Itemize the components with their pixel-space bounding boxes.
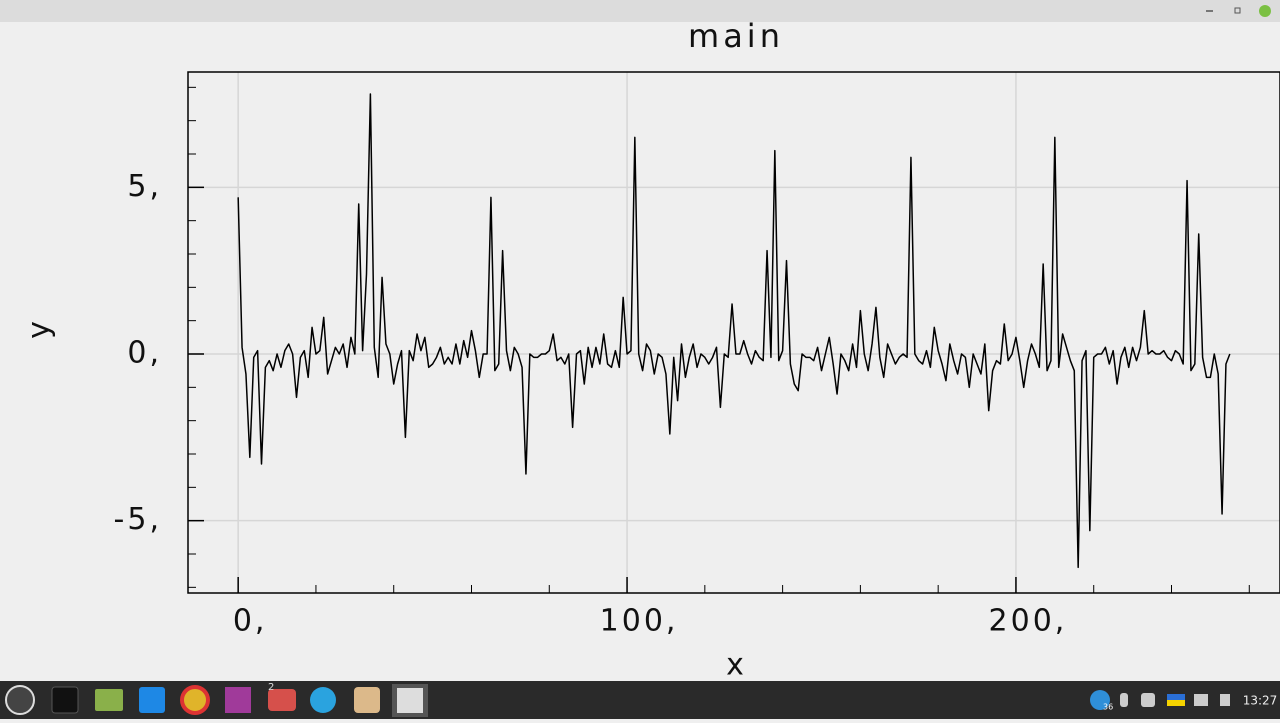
bluetooth-icon[interactable]: [1120, 693, 1128, 707]
window-body: [0, 22, 1280, 681]
taskbar: [0, 681, 1280, 719]
y-tick-label: -5,: [114, 502, 162, 537]
sound-icon[interactable]: [1220, 694, 1230, 706]
chart-title: main: [688, 17, 784, 55]
intellij-icon[interactable]: [225, 687, 251, 713]
x-tick-label: 200,: [989, 604, 1068, 639]
data-line: [237, 93, 1231, 569]
chrome-icon[interactable]: [180, 685, 210, 715]
archive-icon[interactable]: [354, 687, 380, 713]
menu-button[interactable]: [5, 685, 35, 715]
vscode-icon[interactable]: [139, 687, 165, 713]
x-tick-label: 0,: [233, 604, 268, 639]
y-axis-label: y: [22, 321, 57, 339]
title-bar: [0, 0, 1280, 22]
telegram-icon[interactable]: [310, 687, 336, 713]
app-icon[interactable]: [268, 689, 296, 711]
tray-badge: 36: [1103, 703, 1113, 712]
shield-icon[interactable]: [1141, 693, 1155, 707]
icon-badge: 2: [268, 682, 274, 693]
plot: 0, 100, 200, -5, 0, 5,: [114, 72, 1280, 639]
flag-icon-bottom: [1167, 700, 1185, 706]
x-axis-label: x: [726, 648, 744, 683]
y-tick-label: 0,: [127, 336, 162, 371]
terminal-icon[interactable]: [51, 686, 79, 714]
network-icon[interactable]: [1194, 694, 1208, 706]
files-icon[interactable]: [95, 689, 123, 711]
close-button[interactable]: [1259, 5, 1271, 17]
active-app-icon: [397, 688, 423, 713]
x-tick-label: 100,: [600, 604, 679, 639]
maximize-button[interactable]: [1234, 7, 1241, 14]
y-tick-label: 5,: [127, 169, 162, 204]
flag-icon[interactable]: [1167, 694, 1185, 700]
plot-frame: [187, 71, 1280, 594]
tray-icon[interactable]: [1090, 690, 1110, 710]
clock: 13:27: [1243, 694, 1278, 708]
